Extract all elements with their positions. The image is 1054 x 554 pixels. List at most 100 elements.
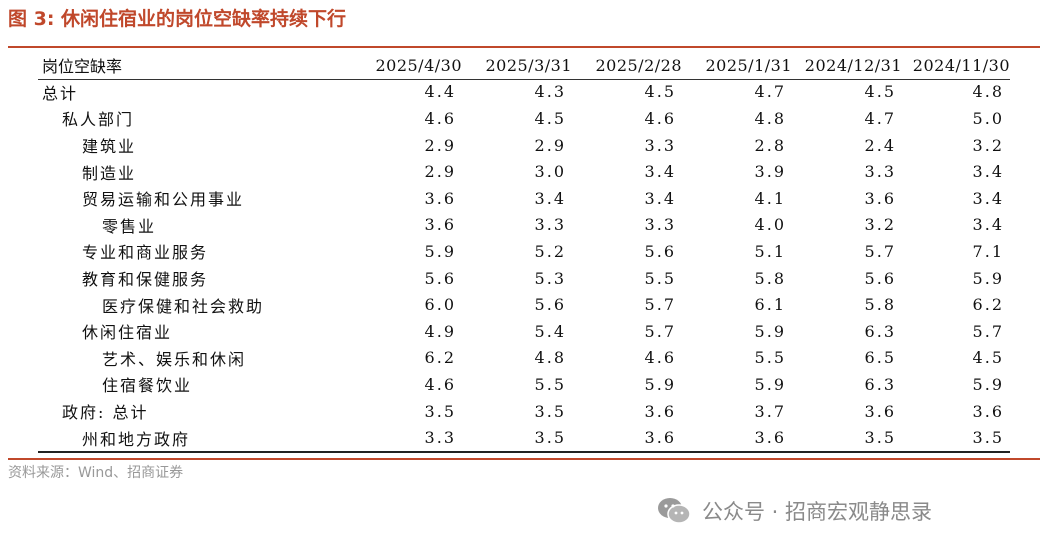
table-cell: 5.8 (864, 295, 896, 315)
table-row: 私人部门 4.6 4.5 4.6 4.8 4.7 5.0 (38, 105, 1010, 132)
table-cell: 3.5 (534, 428, 566, 448)
table-cell: 3.5 (972, 428, 1004, 448)
table-cell: 5.9 (754, 321, 786, 341)
table-cell: 6.2 (424, 348, 456, 368)
table-cell: 3.3 (424, 428, 456, 448)
table-cell: 5.6 (424, 268, 456, 288)
table-cell: 5.2 (534, 241, 566, 261)
table-cell: 4.9 (424, 321, 456, 341)
column-header: 2025/1/31 (705, 55, 792, 75)
table-row: 贸易运输和公用事业 3.6 3.4 3.4 4.1 3.6 3.4 (38, 185, 1010, 212)
column-header: 2025/4/30 (375, 55, 462, 75)
watermark-text: 公众号 · 招商宏观静思录 (702, 500, 933, 524)
table-cell: 5.5 (644, 268, 676, 288)
table-header-row: 岗位空缺率 2025/4/30 2025/3/31 2025/2/28 2025… (38, 52, 1010, 79)
figure-title: 图 3: 休闲住宿业的岗位空缺率持续下行 (8, 8, 347, 30)
table-cell: 3.9 (754, 162, 786, 182)
table-cell: 5.7 (644, 321, 676, 341)
table-cell: 2.9 (424, 162, 456, 182)
header-divider (38, 79, 1010, 80)
table-cell: 5.1 (754, 241, 786, 261)
table-cell: 6.2 (972, 295, 1004, 315)
table-cell: 4.5 (972, 348, 1004, 368)
table-cell: 4.6 (424, 108, 456, 128)
row-label: 零售业 (102, 216, 157, 236)
row-label: 贸易运输和公用事业 (82, 190, 245, 210)
table-cell: 3.5 (534, 401, 566, 421)
table-cell: 3.5 (864, 428, 896, 448)
table-row: 零售业 3.6 3.3 3.3 4.0 3.2 3.4 (38, 212, 1010, 239)
table-cell: 5.3 (534, 268, 566, 288)
table-cell: 3.3 (644, 135, 676, 155)
source-note: 资料来源：Wind、招商证券 (8, 465, 184, 481)
table-cell: 3.2 (864, 215, 896, 235)
table-cell: 3.6 (864, 188, 896, 208)
watermark: 公众号 · 招商宏观静思录 (656, 496, 932, 526)
row-label: 州和地方政府 (82, 429, 191, 449)
table-cell: 3.6 (644, 428, 676, 448)
row-label: 专业和商业服务 (82, 243, 209, 263)
table-bottom-divider (38, 451, 1010, 453)
table-row: 艺术、娱乐和休闲 6.2 4.8 4.6 5.5 6.5 4.5 (38, 345, 1010, 372)
table-cell: 5.5 (534, 374, 566, 394)
table-cell: 6.3 (864, 374, 896, 394)
table-cell: 5.9 (424, 241, 456, 261)
table-cell: 5.5 (754, 348, 786, 368)
table-cell: 3.6 (754, 428, 786, 448)
table-cell: 3.4 (972, 162, 1004, 182)
table-cell: 3.0 (534, 162, 566, 182)
bottom-divider (8, 458, 1040, 460)
table-cell: 4.0 (754, 215, 786, 235)
table-row: 政府: 总计 3.5 3.5 3.6 3.7 3.6 3.6 (38, 398, 1010, 425)
table-cell: 3.3 (864, 162, 896, 182)
row-label: 住宿餐饮业 (102, 376, 193, 396)
table-cell: 3.3 (644, 215, 676, 235)
table-cell: 5.6 (864, 268, 896, 288)
vacancy-rate-table: 岗位空缺率 2025/4/30 2025/3/31 2025/2/28 2025… (38, 52, 1010, 451)
table-cell: 7.1 (972, 241, 1004, 261)
table-row: 州和地方政府 3.3 3.5 3.6 3.6 3.5 3.5 (38, 424, 1010, 451)
row-label: 私人部门 (62, 110, 135, 130)
table-cell: 6.0 (424, 295, 456, 315)
table-body: 总计 4.4 4.3 4.5 4.7 4.5 4.8 私人部门 4.6 4.5 4.6 4.8 4.7 5… (38, 79, 1010, 451)
table-row: 医疗保健和社会救助 6.0 5.6 5.7 6.1 5.8 6.2 (38, 291, 1010, 318)
row-label: 政府: 总计 (62, 403, 149, 423)
table-cell: 3.6 (972, 401, 1004, 421)
table-cell: 3.3 (534, 215, 566, 235)
table-cell: 4.3 (534, 82, 566, 102)
table-row: 制造业 2.9 3.0 3.4 3.9 3.3 3.4 (38, 158, 1010, 185)
table-cell: 3.7 (754, 401, 786, 421)
row-label: 休闲住宿业 (82, 323, 173, 343)
table-cell: 3.6 (424, 188, 456, 208)
table-cell: 2.4 (864, 135, 896, 155)
column-header: 2024/11/30 (912, 55, 1010, 75)
table-cell: 4.5 (864, 82, 896, 102)
table-row: 休闲住宿业 4.9 5.4 5.7 5.9 6.3 5.7 (38, 318, 1010, 345)
column-header: 2025/3/31 (485, 55, 572, 75)
table-cell: 5.7 (972, 321, 1004, 341)
table-cell: 5.4 (534, 321, 566, 341)
top-divider (8, 46, 1040, 48)
row-label: 建筑业 (82, 137, 137, 157)
table-cell: 4.8 (534, 348, 566, 368)
table-cell: 5.7 (644, 295, 676, 315)
table-row: 总计 4.4 4.3 4.5 4.7 4.5 4.8 (38, 79, 1010, 106)
table-cell: 3.4 (972, 188, 1004, 208)
table-cell: 4.6 (424, 374, 456, 394)
row-label: 医疗保健和社会救助 (102, 296, 265, 316)
table-cell: 5.0 (972, 108, 1004, 128)
row-label: 制造业 (82, 163, 137, 183)
table-cell: 5.9 (972, 374, 1004, 394)
table-cell: 4.6 (644, 348, 676, 368)
table-cell: 3.6 (864, 401, 896, 421)
table-cell: 3.4 (534, 188, 566, 208)
column-header: 2024/12/31 (804, 55, 902, 75)
table-cell: 4.7 (754, 82, 786, 102)
table-row: 住宿餐饮业 4.6 5.5 5.9 5.9 6.3 5.9 (38, 371, 1010, 398)
table-cell: 6.5 (864, 348, 896, 368)
table-cell: 5.9 (644, 374, 676, 394)
table-cell: 5.9 (972, 268, 1004, 288)
table-cell: 2.9 (424, 135, 456, 155)
table-cell: 5.7 (864, 241, 896, 261)
wechat-icon (656, 496, 692, 526)
